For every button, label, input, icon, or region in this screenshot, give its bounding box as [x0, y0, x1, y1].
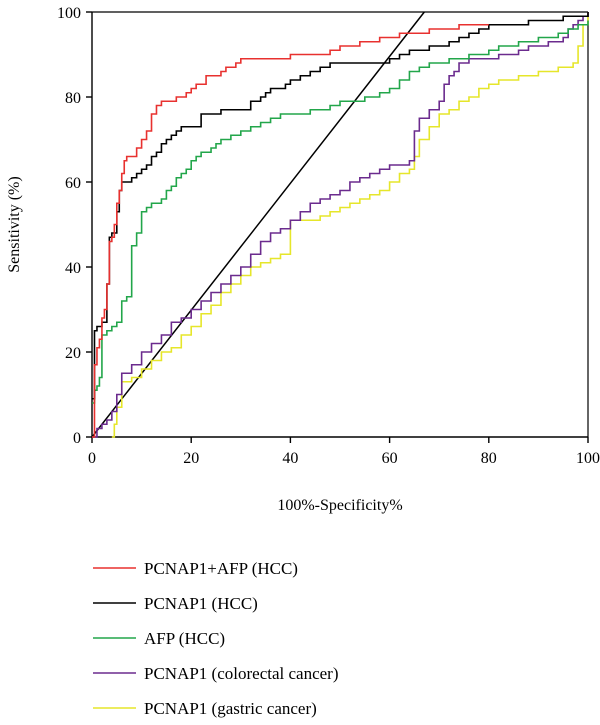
y-tick-label: 20	[65, 345, 81, 362]
axes	[91, 11, 589, 438]
tick-group: 0 20 40 60 80 100 0 20 40 60 80 100	[57, 5, 600, 467]
y-tick-label: 100	[57, 5, 81, 22]
legend-label: AFP (HCC)	[144, 629, 225, 648]
x-tick-label: 80	[481, 450, 497, 467]
series-line	[92, 20, 589, 404]
series-line	[92, 12, 589, 438]
series-line	[92, 23, 489, 438]
x-tick-label: 40	[282, 450, 298, 467]
legend-label: PCNAP1 (gastric cancer)	[144, 699, 317, 718]
y-axis-label: Sensitivity (%)	[6, 176, 23, 272]
y-tick-label: 80	[65, 90, 81, 107]
y-tick-label: 60	[65, 175, 81, 192]
y-tick-label: 40	[65, 260, 81, 277]
legend-label: PCNAP1 (colorectal cancer)	[144, 664, 338, 683]
x-axis-label: 100%-Specificity%	[277, 497, 402, 514]
x-tick-label: 20	[183, 450, 199, 467]
legend-label: PCNAP1 (HCC)	[144, 594, 258, 613]
series-line	[111, 12, 589, 438]
reference-diagonal-line	[91, 11, 425, 438]
x-tick-label: 100	[576, 450, 600, 467]
y-tick-label: 0	[73, 430, 81, 447]
x-tick-label: 60	[382, 450, 398, 467]
legend-label: PCNAP1+AFP (HCC)	[144, 559, 298, 578]
legend: PCNAP1+AFP (HCC) PCNAP1 (HCC) AFP (HCC) PCN…	[93, 559, 338, 718]
x-tick-label: 0	[88, 450, 96, 467]
plot-lines	[91, 11, 589, 438]
